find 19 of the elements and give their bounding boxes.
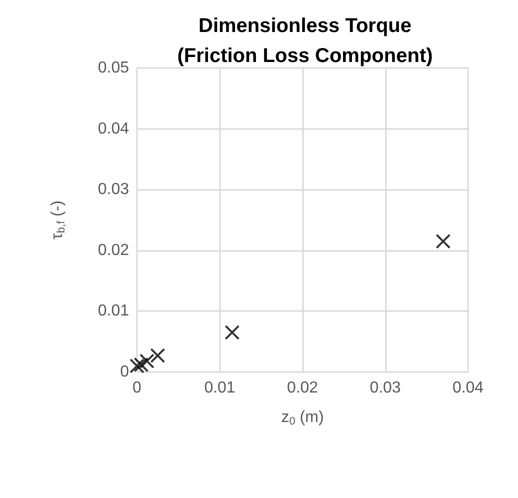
x-tick-label: 0.03 — [370, 380, 401, 396]
y-tick-label: 0.01 — [98, 302, 130, 320]
y-axis-title: τb,f (-) — [49, 200, 68, 240]
point — [130, 358, 144, 374]
chart-title: Dimensionless Torque (Friction Loss Component) — [177, 15, 433, 67]
point — [150, 348, 166, 364]
y-tick-label: 0 — [120, 364, 130, 380]
y-tick-label: 0.04 — [98, 120, 130, 138]
x-tick-label: 0.01 — [204, 380, 236, 396]
point — [436, 234, 451, 249]
point — [224, 324, 240, 340]
point — [139, 354, 154, 369]
y-tick-label: 0.03 — [98, 181, 130, 198]
y-tick-label: 0.05 — [98, 60, 130, 76]
y-tick-label: 0.02 — [98, 242, 130, 259]
x-tick-label: 0 — [132, 380, 142, 396]
x-tick-label: 0.02 — [286, 380, 318, 396]
point — [134, 357, 149, 372]
x-tick-label: 0.04 — [452, 380, 484, 396]
